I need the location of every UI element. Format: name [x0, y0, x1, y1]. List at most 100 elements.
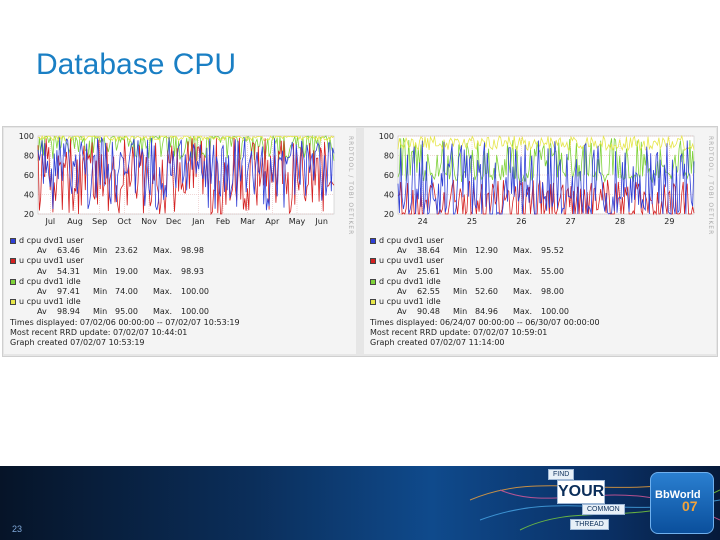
- stat-min-label: Min: [453, 266, 468, 276]
- yearly-cpu-legend: d cpu dvd1 user Av 63.46 Min 23.62 Max. 98.98 u…: [10, 236, 240, 348]
- stat-av-label: Av: [37, 286, 47, 296]
- legend-entry: u cpu uvd1 idle: [10, 297, 240, 307]
- your-tag: YOUR: [557, 480, 605, 504]
- stat-max-value: 55.00: [541, 266, 564, 276]
- graph-info-line: Graph created 07/02/07 11:14:00: [370, 337, 505, 347]
- legend-series-name: u cpu uvd1 user: [379, 256, 444, 266]
- x-tick-label: Apr: [265, 217, 280, 226]
- stat-max-value: 100.00: [541, 307, 569, 317]
- stat-min-value: 5.00: [475, 266, 493, 276]
- x-tick-label: Feb: [216, 217, 230, 226]
- stat-max-label: Max.: [513, 307, 533, 317]
- legend-stats: Av 54.31 Min 19.00 Max. 98.93: [10, 267, 240, 277]
- x-tick-label: Oct: [117, 217, 131, 226]
- series-line: [397, 134, 695, 152]
- stat-min-value: 12.90: [475, 246, 498, 256]
- stat-max-value: 100.00: [181, 286, 209, 296]
- legend-entry: u cpu uvd1 user: [370, 256, 600, 266]
- thread-tag: THREAD: [570, 519, 609, 530]
- stat-av-value: 54.31: [57, 266, 80, 276]
- stat-av-label: Av: [397, 307, 407, 317]
- bbworld-logo-year: 07: [682, 498, 698, 514]
- legend-entry: u cpu uvd1 idle: [370, 297, 600, 307]
- stat-max-label: Max.: [153, 246, 173, 256]
- graph-info-line: Times displayed: 07/02/06 00:00:00 -- 07…: [10, 317, 240, 327]
- bbworld-logo: [650, 472, 714, 534]
- legend-swatch: [370, 278, 376, 285]
- x-tick-label: Dec: [166, 217, 181, 226]
- stat-av-value: 25.61: [417, 266, 440, 276]
- legend-swatch: [10, 278, 16, 285]
- legend-stats: Av 90.48 Min 84.96 Max. 100.00: [370, 307, 600, 317]
- stat-av-value: 98.94: [57, 307, 80, 317]
- x-tick-label: 24: [418, 217, 428, 226]
- y-tick-label: 40: [384, 191, 394, 200]
- legend-series-name: u cpu uvd1 idle: [19, 297, 81, 307]
- legend-series-name: d cpu dvd1 user: [379, 236, 444, 245]
- y-tick-label: 100: [379, 132, 394, 141]
- legend-series-name: d cpu dvd1 idle: [19, 276, 81, 286]
- stat-av-value: 38.64: [417, 246, 440, 256]
- legend-swatch: [370, 299, 376, 306]
- legend-swatch: [10, 238, 16, 244]
- stat-min-label: Min: [93, 307, 108, 317]
- stat-min-value: 19.00: [115, 266, 138, 276]
- x-tick-label: Jun: [314, 217, 328, 226]
- legend-series-name: d cpu dvd1 idle: [379, 276, 441, 286]
- legend-entry: u cpu uvd1 user: [10, 256, 240, 266]
- weekly-cpu-chart-panel: 100 80 60 40 20 24 25 26 27 28 29 RRDTOOL / TOBI O…: [364, 128, 716, 354]
- legend-series-name: d cpu dvd1 user: [19, 236, 84, 245]
- x-tick-label: Mar: [240, 217, 256, 226]
- legend-entry: d cpu dvd1 idle: [10, 277, 240, 287]
- stat-av-label: Av: [37, 246, 47, 256]
- series-line: [37, 137, 335, 211]
- y-tick-label: 100: [19, 132, 34, 141]
- legend-stats: Av 97.41 Min 74.00 Max. 100.00: [10, 287, 240, 297]
- x-tick-label: 25: [467, 217, 477, 226]
- series-line: [38, 134, 335, 143]
- stat-max-label: Max.: [513, 286, 533, 296]
- graph-info-line: Times displayed: 06/24/07 00:00:00 -- 06…: [370, 317, 600, 327]
- find-tag: FIND: [548, 469, 575, 480]
- x-tick-label: May: [289, 217, 306, 226]
- page-number: 23: [12, 524, 23, 534]
- y-tick-label: 60: [384, 171, 394, 180]
- legend-swatch: [10, 258, 16, 265]
- x-tick-label: Aug: [67, 217, 83, 226]
- stat-av-label: Av: [397, 286, 407, 296]
- legend-stats: Av 63.46 Min 23.62 Max. 98.98: [10, 246, 240, 256]
- stat-min-value: 74.00: [115, 286, 138, 296]
- legend-swatch: [370, 258, 376, 265]
- legend-series-name: u cpu uvd1 user: [19, 256, 84, 266]
- y-tick-label: 80: [24, 152, 34, 161]
- stat-max-value: 100.00: [181, 307, 209, 317]
- x-tick-label: Nov: [141, 217, 157, 226]
- stat-min-label: Min: [453, 246, 468, 256]
- stat-min-value: 84.96: [475, 307, 498, 317]
- y-tick-label: 20: [384, 210, 394, 219]
- stat-max-label: Max.: [153, 266, 173, 276]
- weekly-cpu-chart: 100 80 60 40 20 24 25 26 27 28 29: [379, 132, 695, 226]
- stat-max-label: Max.: [513, 246, 533, 256]
- legend-stats: Av 98.94 Min 95.00 Max. 100.00: [10, 307, 240, 317]
- stat-max-label: Max.: [153, 286, 173, 296]
- common-tag: COMMON: [582, 504, 625, 515]
- graph-info-line: Most recent RRD update: 07/02/07 10:44:0…: [10, 327, 188, 337]
- legend-entry: d cpu dvd1 user: [10, 236, 240, 246]
- stat-min-label: Min: [453, 307, 468, 317]
- stat-min-label: Min: [93, 266, 108, 276]
- stat-min-label: Min: [93, 286, 108, 296]
- weekly-cpu-legend: d cpu dvd1 user Av 38.64 Min 12.90 Max. 95.52 u…: [370, 236, 600, 348]
- series-line: [397, 140, 695, 216]
- legend-stats: Av 62.55 Min 52.60 Max. 98.00: [370, 287, 600, 297]
- graph-info-line: Graph created 07/02/07 10:53:19: [10, 337, 145, 347]
- stat-av-label: Av: [397, 246, 407, 256]
- stat-min-value: 95.00: [115, 307, 138, 317]
- bbworld-logo-text: BbWorld: [655, 489, 701, 501]
- stat-min-label: Min: [453, 286, 468, 296]
- y-tick-label: 40: [24, 191, 34, 200]
- rrdtool-watermark: RRDTOOL / TOBI OETIKER: [707, 136, 714, 236]
- x-tick-label: Jan: [191, 217, 204, 226]
- stat-av-label: Av: [397, 266, 407, 276]
